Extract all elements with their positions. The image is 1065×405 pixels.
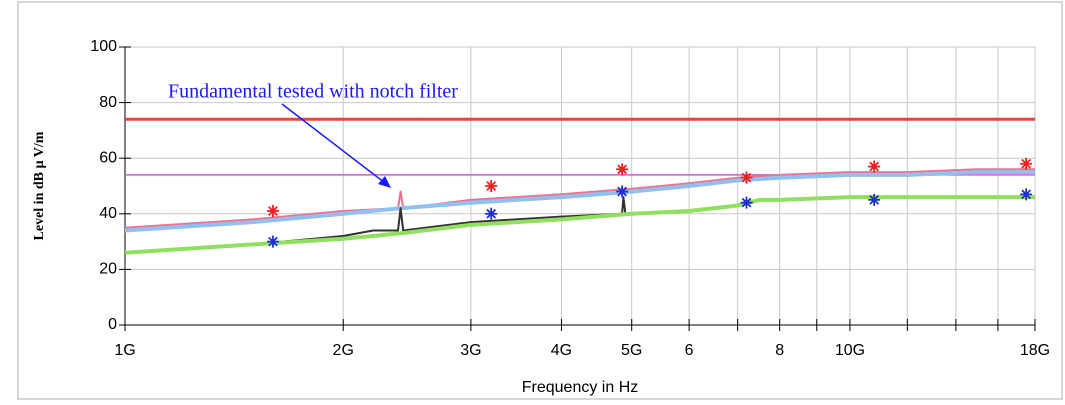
x-tick-label: 2G — [333, 342, 354, 359]
x-tick-label: 10G — [835, 342, 865, 359]
arrow-head — [378, 176, 391, 188]
x-tick-label: 3G — [460, 342, 481, 359]
peak-marker — [740, 196, 753, 209]
trace — [124, 170, 1035, 233]
peak-marker — [1020, 188, 1033, 201]
peak-marker — [1020, 157, 1033, 170]
peak-marker — [485, 180, 498, 192]
peak-marker — [266, 235, 279, 248]
y-tick-label: 0 — [108, 316, 117, 333]
y-axis-title: Level in dB µ V/m — [32, 131, 47, 240]
x-tick-label: 8 — [775, 342, 784, 359]
annotation: Fundamental tested with notch filter — [168, 81, 458, 103]
peak-marker — [616, 163, 629, 176]
x-axis-title: Frequency in Hz — [522, 379, 639, 396]
peak-marker — [616, 185, 629, 198]
y-tick-label: 20 — [99, 261, 117, 278]
frame — [17, 1, 1063, 400]
x-tick-label: 5G — [621, 342, 642, 359]
peak-marker — [868, 193, 881, 206]
y-tick-label: 40 — [99, 205, 117, 222]
peak-marker — [266, 205, 279, 218]
trace — [124, 195, 1035, 255]
annotation-arrow — [281, 103, 386, 184]
peak-marker — [868, 160, 881, 173]
x-tick-label: 4G — [551, 342, 572, 359]
peak-marker — [740, 171, 753, 184]
x-tick-label: 1G — [114, 342, 135, 359]
peak-marker — [485, 207, 498, 220]
x-tick-label: 18G — [1020, 342, 1050, 359]
y-tick-label: 80 — [99, 94, 117, 111]
y-tick-label: 60 — [99, 149, 117, 166]
x-tick-label: 6 — [685, 342, 694, 359]
y-tick-label: 100 — [90, 38, 117, 55]
